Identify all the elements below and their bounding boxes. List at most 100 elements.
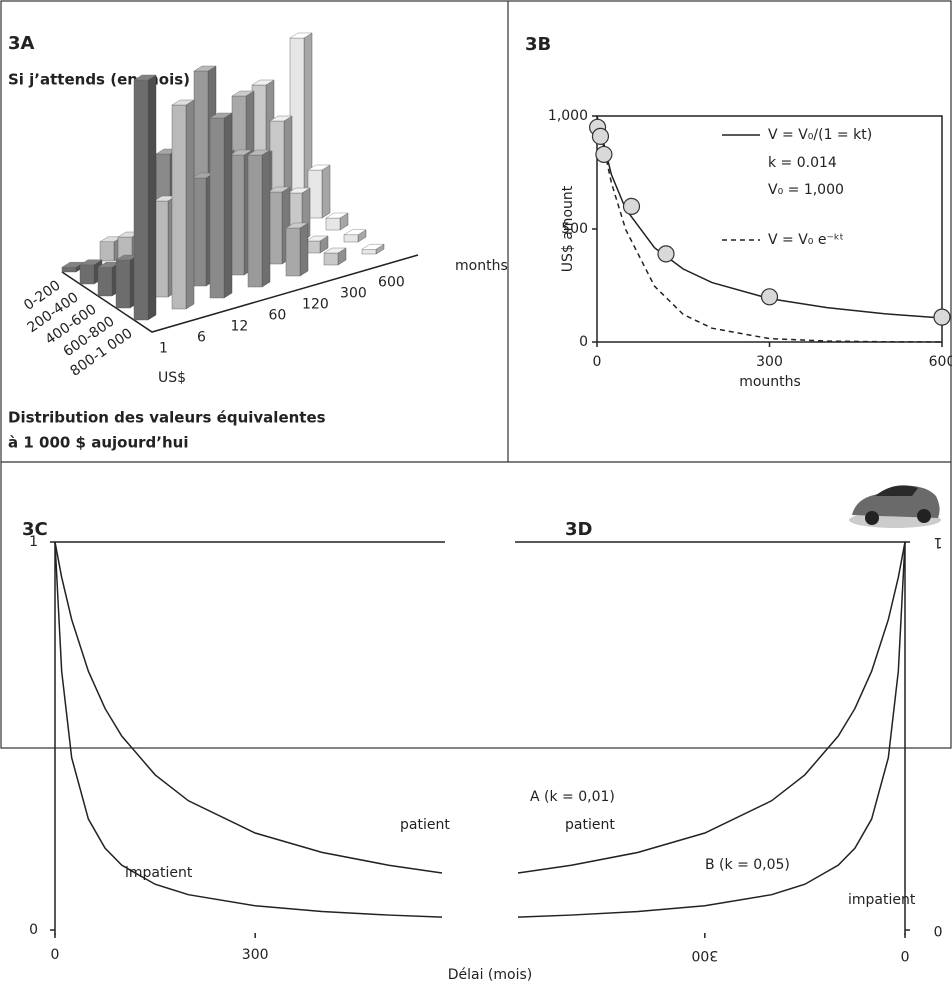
chart-title: 3B [525,34,551,55]
bar-top [267,186,291,193]
bar [171,104,187,310]
data-point [933,308,951,326]
bar [99,241,115,262]
y-axis-label: US$ amount [560,185,576,272]
data-point [622,197,641,215]
figure-border [0,0,952,749]
bar [133,79,149,321]
x-tick-label: 600 [929,354,952,370]
annotation: B (k = 0,05) [705,857,790,873]
annotation: V₀ = 1,000 [768,182,844,198]
y-tick-label: 0 [934,922,943,938]
curve [517,541,906,874]
curve [54,541,443,874]
x-tick-label: 300 [756,354,783,370]
x-tick-label: 300 [242,947,269,963]
month-label: 12 [230,319,248,335]
bar-top [305,235,329,242]
caption: à 1 000 $ aujourd’hui [8,434,188,452]
data-point [657,245,675,263]
bar-side [185,99,195,310]
bar-side [261,149,271,288]
series-label: impatient [125,865,193,881]
chart-title: 3C [22,519,48,540]
bar [247,154,263,288]
month-label: 300 [340,286,367,302]
bar-side [321,164,331,219]
month-label: 1 [159,341,168,357]
bar [361,248,377,255]
series-label: impatient [848,892,916,908]
curve [596,115,943,343]
y-tick-label: 1 [29,534,38,550]
bar-side [223,112,233,299]
caption: Distribution des valeurs équivalentes [8,409,326,427]
bar-top [133,74,157,81]
bar-top [285,222,309,229]
bar-top [247,149,271,156]
x-tick-label: 0 [901,947,910,963]
charts: 3A Si j’attends (en mois) Distribution des… [8,32,952,983]
bar-top [289,32,313,39]
annotation: k = 0.014 [768,155,837,171]
x-tick-label: 0 [51,947,60,963]
bar-top [209,112,233,119]
series-label: patient [400,817,450,833]
curve [596,115,943,319]
legend-label: V = V₀/(1 = kt) [768,127,872,143]
bar [323,252,339,266]
bar-side [299,222,309,277]
bar [79,264,95,285]
month-label: 600 [378,275,405,291]
month-label: 120 [302,297,329,313]
y-axis-label: US$ [158,370,186,386]
bar-top [231,90,255,97]
bar [115,259,131,309]
bar [325,217,341,231]
chart-title: 3D [565,519,592,540]
month-label: 60 [268,308,286,324]
bar [343,234,359,243]
bar-top [229,149,253,156]
curve [54,541,443,918]
x-axis-label: Délai (mois) [448,967,533,983]
bar-top [171,99,195,106]
y-tick-label: 1,000 [548,108,588,124]
bar-top [343,229,367,236]
bar-top [287,187,311,194]
plot-frame [596,115,943,343]
x-tick-label: 0 [593,354,602,370]
y-tick-label: 0 [579,334,588,350]
bar-top [251,79,275,86]
bar [285,227,301,277]
data-point [591,127,610,145]
curve [517,541,906,918]
bar-top [361,243,385,250]
bar-top [325,212,349,219]
x-axis-label: months [455,258,508,274]
y-tick-label: 1 [934,534,943,550]
bar-top [323,247,347,254]
car-icon [849,485,941,528]
bar [97,267,113,297]
bar-top [193,65,217,72]
month-label: 6 [197,330,206,346]
x-tick-label: 300 [691,947,718,963]
legend-label: V = V₀ e⁻ᵏᵗ [768,232,844,248]
subtitle: Si j’attends (en mois) [8,71,190,89]
bar-top [79,259,103,265]
bar-top [269,115,293,122]
data-point [595,145,613,164]
series-label: patient [565,817,615,833]
chart-title: 3A [8,33,35,54]
bar-top [307,164,331,171]
y-tick-label: 0 [29,922,38,938]
annotation: A (k = 0,01) [530,789,615,805]
bar [209,117,225,299]
data-point [760,288,779,306]
bar [61,267,77,273]
x-axis-label: mounths [739,374,801,390]
y-tick-label: 500 [561,221,588,237]
floor-axis [61,254,419,333]
